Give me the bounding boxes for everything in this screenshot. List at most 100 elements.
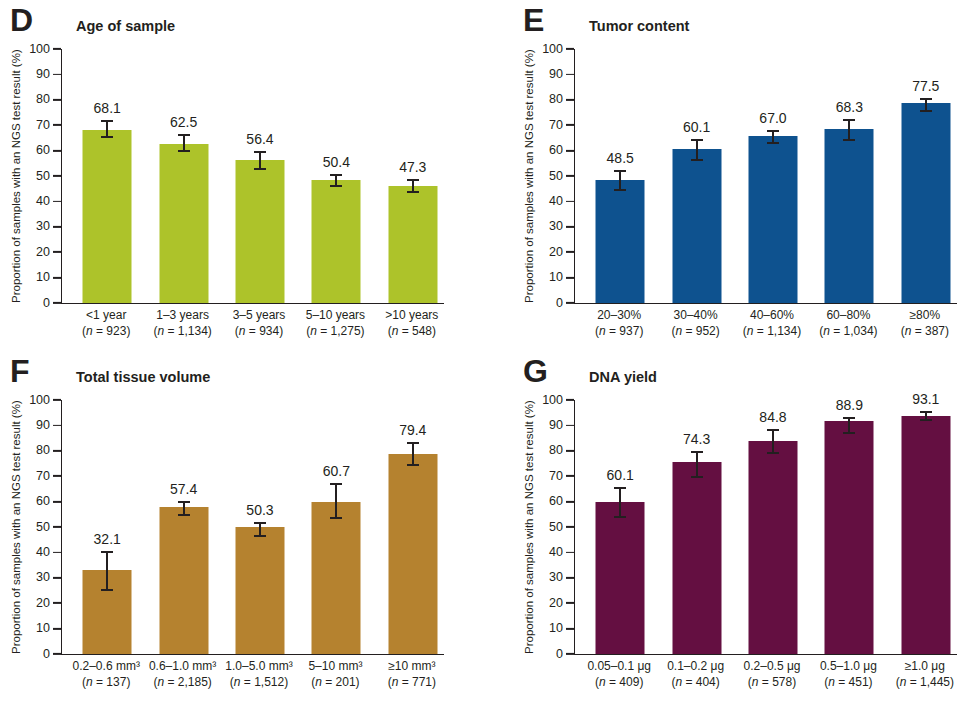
y-tick-mark (566, 150, 574, 152)
error-bar-bottom-cap (920, 419, 932, 421)
bar-group: 56.4 (222, 49, 298, 303)
category-label: <1 year (68, 308, 144, 324)
bar-value-label: 62.5 (170, 115, 197, 129)
n-symbol: n (900, 675, 907, 689)
bar (312, 180, 361, 303)
sample-size-label: (n = 952) (657, 324, 733, 340)
sample-size-label: (n = 1,134) (144, 324, 220, 340)
category-label: ≥80% (887, 308, 963, 324)
error-bar-top-cap (330, 483, 342, 485)
n-symbol: n (310, 324, 317, 338)
y-tick-mark (566, 201, 574, 203)
bar (672, 149, 721, 303)
bar-group: 62.5 (145, 49, 221, 303)
error-bar-bottom-cap (101, 589, 113, 591)
n-symbol: n (234, 675, 241, 689)
category-tick: ≥1.0 μg(n = 1,445) (887, 659, 963, 690)
sample-size-label: (n = 937) (581, 324, 657, 340)
category-label: 0.1–0.2 μg (657, 659, 733, 675)
category-tick: 0.2–0.5 μg(n = 578) (734, 659, 810, 690)
n-symbol: n (392, 324, 399, 338)
y-tick-mark (566, 602, 574, 604)
category-label: 1–3 years (144, 308, 220, 324)
y-tick-label: 70 (36, 469, 50, 482)
bar (596, 180, 645, 303)
bar (825, 421, 874, 654)
y-tick-label: 80 (36, 444, 50, 457)
y-tick-label: 40 (549, 195, 563, 208)
bar-group: 50.4 (298, 49, 374, 303)
sample-size-label: (n = 1,445) (887, 675, 963, 691)
error-bar-bottom-cap (254, 168, 266, 170)
category-tick: 1.0–5.0 mm³(n = 1,512) (221, 659, 297, 690)
error-bar-bottom-cap (920, 110, 932, 112)
bar-group: 77.5 (888, 49, 964, 303)
sample-size-label: (n = 404) (657, 675, 733, 691)
category-label: >10 years (374, 308, 450, 324)
error-bar-top-cap (767, 429, 779, 431)
n-symbol: n (239, 324, 246, 338)
y-tick-mark (53, 201, 61, 203)
bar (901, 103, 950, 303)
y-tick-mark (53, 501, 61, 503)
y-tick-label: 40 (36, 546, 50, 559)
y-tick-label: 10 (549, 271, 563, 284)
bar (235, 160, 284, 303)
category-tick: 60–80%(n = 1,034) (810, 308, 886, 339)
x-axis-categories: 0.05–0.1 μg(n = 409)0.1–0.2 μg(n = 404)0… (581, 659, 963, 690)
bar (748, 441, 797, 654)
error-bar-bottom-cap (843, 432, 855, 434)
bar-group: 74.3 (658, 400, 734, 654)
error-bar-bottom-cap (407, 464, 419, 466)
bar (672, 462, 721, 654)
n-symbol: n (675, 324, 682, 338)
bar-value-label: 60.1 (607, 468, 634, 482)
y-tick-label: 0 (43, 647, 50, 660)
bar (388, 186, 437, 303)
y-tick-label: 10 (549, 622, 563, 635)
error-bar-bottom-cap (330, 517, 342, 519)
y-axis-label: Proportion of samples with an NGS test r… (11, 49, 23, 303)
figure-grid: D Age of sample Proportion of samples wi… (0, 0, 979, 703)
category-tick: 20–30%(n = 937) (581, 308, 657, 339)
error-bar-bottom-cap (614, 516, 626, 518)
y-tick-mark (53, 277, 61, 279)
error-bar-top-cap (614, 487, 626, 489)
error-bar (335, 484, 337, 518)
bar-value-label: 79.4 (399, 423, 426, 437)
bar-value-label: 56.4 (246, 132, 273, 146)
sample-size-label: (n = 934) (221, 324, 297, 340)
category-tick: 0.6–1.0 mm³(n = 2,185) (144, 659, 220, 690)
sample-size-label: (n = 1,134) (734, 324, 810, 340)
error-bar-top-cap (767, 130, 779, 132)
panel-g-dna-yield: G DNA yield Proportion of samples with a… (489, 351, 979, 703)
sample-size-label: (n = 201) (297, 675, 373, 691)
n-symbol: n (392, 675, 399, 689)
y-tick-mark (566, 552, 574, 554)
sample-size-label: (n = 1,275) (297, 324, 373, 340)
bar (901, 416, 950, 654)
x-axis-categories: 0.2–0.6 mm³(n = 137)0.6–1.0 mm³(n = 2,18… (68, 659, 450, 690)
bar-group: 60.7 (298, 400, 374, 654)
y-tick-label: 40 (36, 195, 50, 208)
bar-value-label: 50.3 (246, 503, 273, 517)
bar-value-label: 60.1 (683, 120, 710, 134)
n-symbol: n (157, 675, 164, 689)
bar-group: 32.1 (69, 400, 145, 654)
error-bar-top-cap (254, 522, 266, 524)
y-tick-label: 50 (36, 520, 50, 533)
error-bar-top-cap (101, 551, 113, 553)
y-tick-label: 30 (36, 571, 50, 584)
y-tick-mark (566, 475, 574, 477)
y-tick-label: 80 (549, 444, 563, 457)
y-tick-mark (53, 425, 61, 427)
n-symbol: n (315, 675, 322, 689)
error-bar-bottom-cap (101, 136, 113, 138)
n-symbol: n (86, 675, 93, 689)
y-tick-mark (53, 577, 61, 579)
bar-value-label: 77.5 (912, 79, 939, 93)
category-label: 60–80% (810, 308, 886, 324)
error-bar-top-cap (330, 174, 342, 176)
sample-size-label: (n = 1,512) (221, 675, 297, 691)
sample-size-label: (n = 548) (374, 324, 450, 340)
